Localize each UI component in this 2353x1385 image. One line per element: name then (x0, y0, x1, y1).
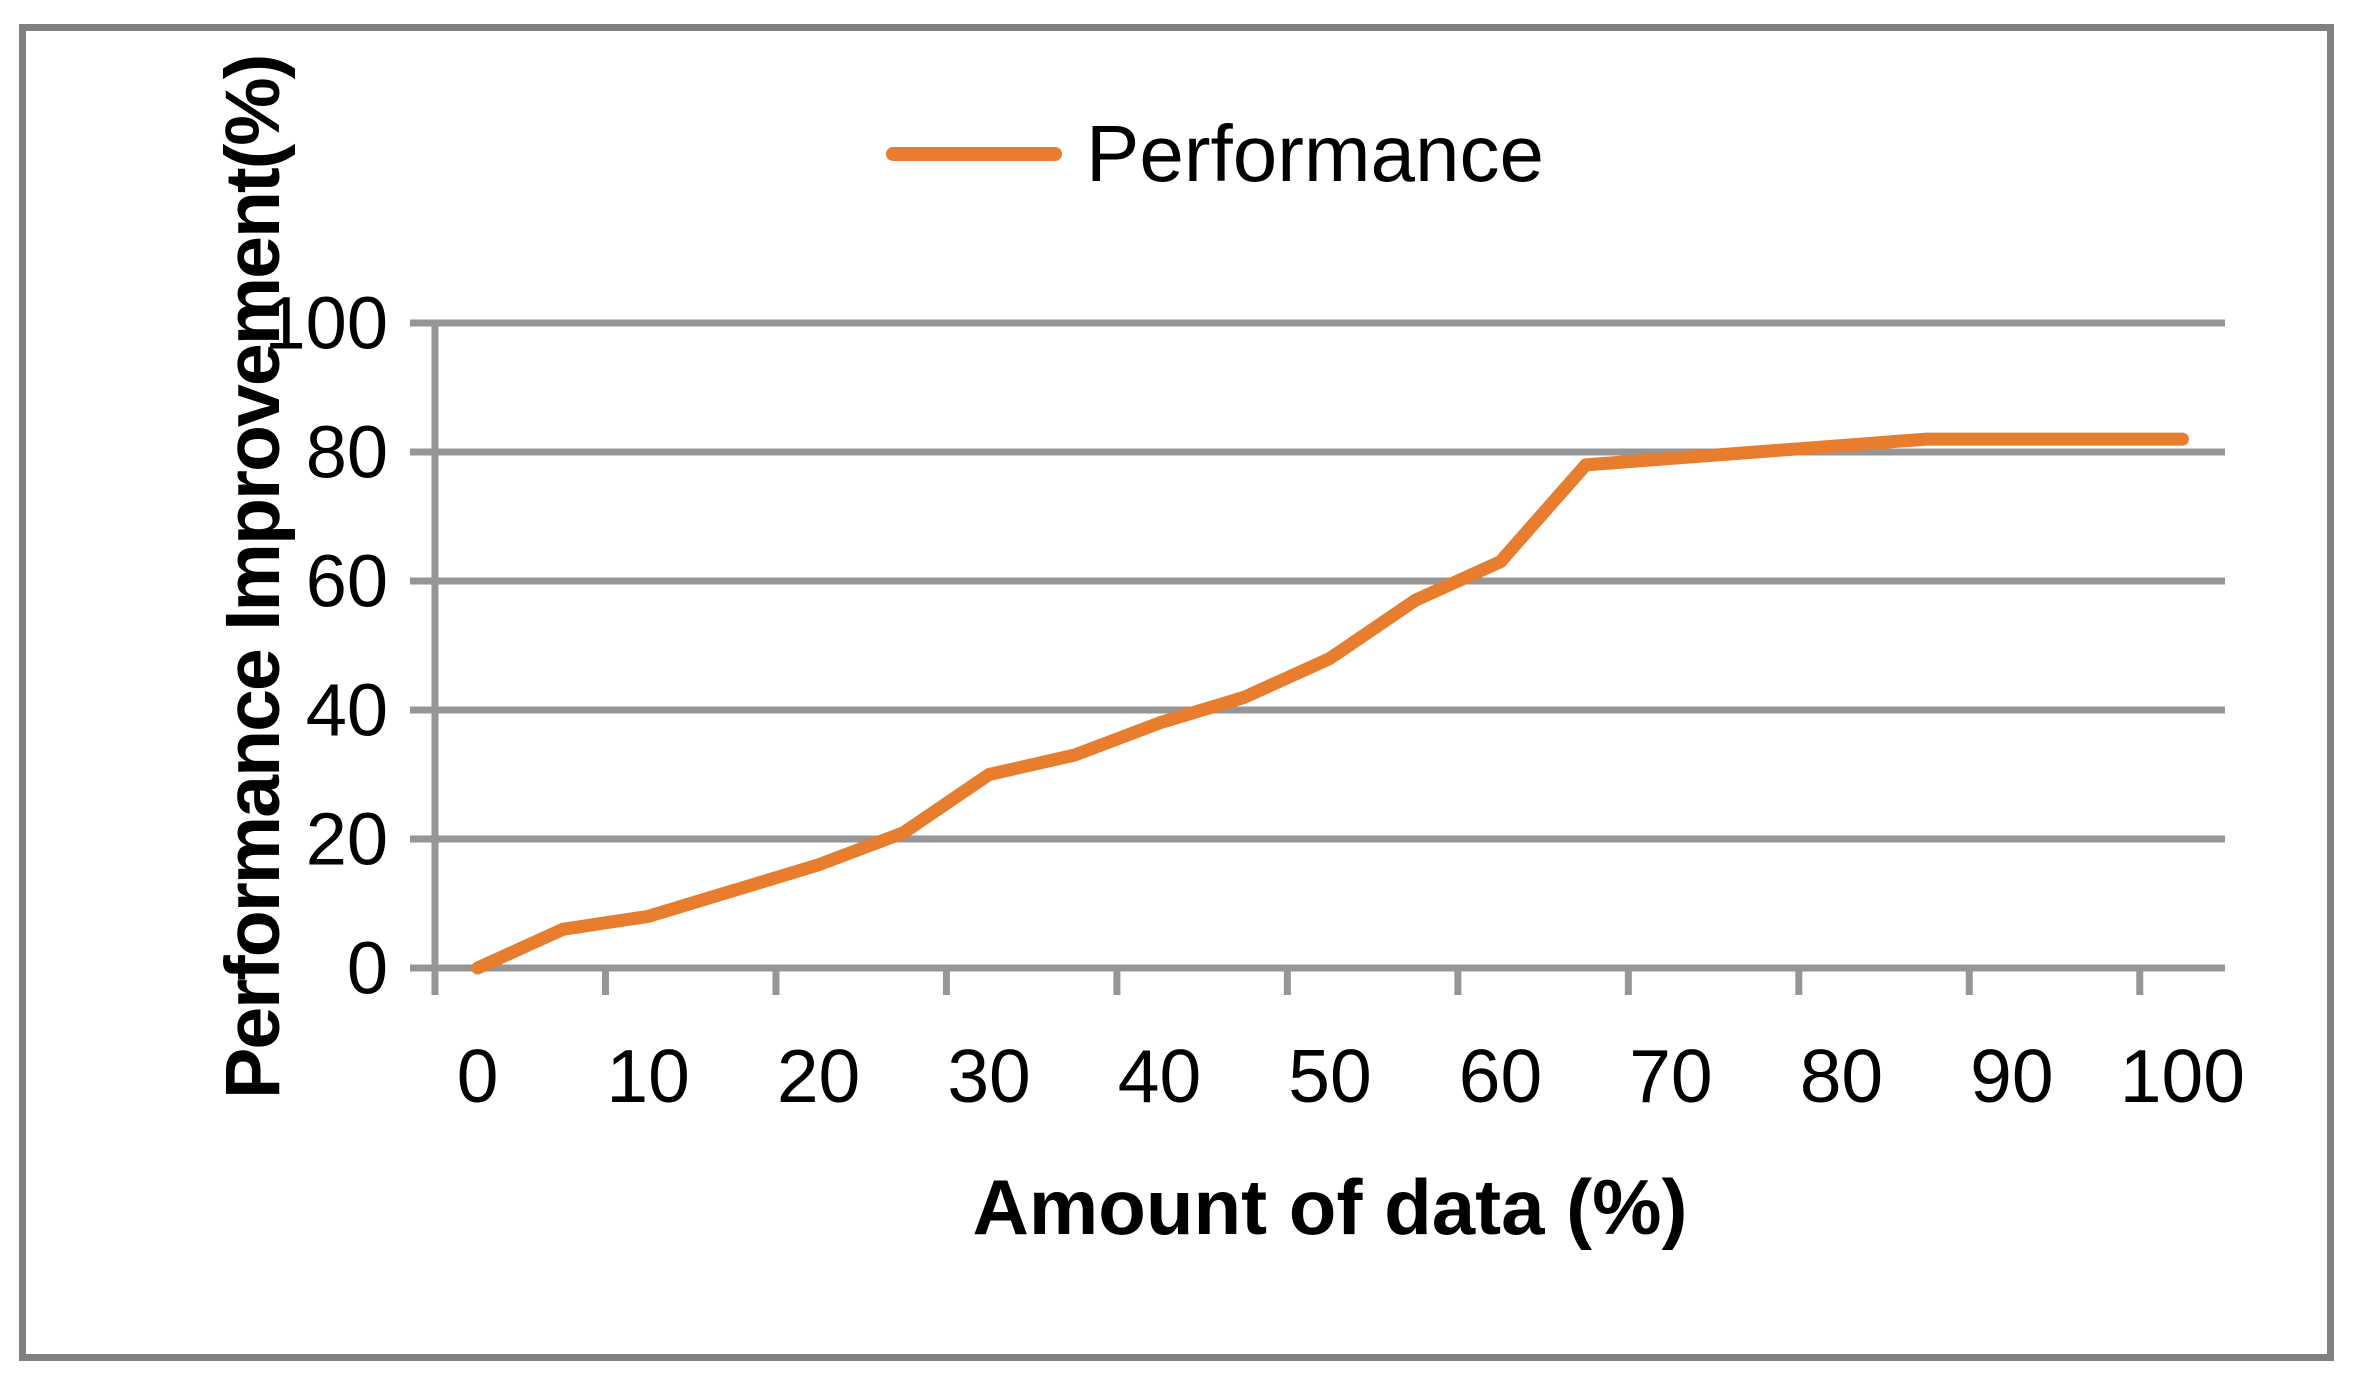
x-axis-title: Amount of data (%) (972, 1163, 1688, 1251)
x-tick-label: 60 (1459, 1034, 1542, 1118)
x-tick-label: 30 (947, 1034, 1030, 1118)
legend: Performance (886, 106, 1544, 202)
x-tick-label: 90 (1970, 1034, 2053, 1118)
legend-label: Performance (1086, 109, 1544, 198)
x-tick-label: 0 (457, 1034, 499, 1118)
y-tick-label: 80 (306, 411, 388, 494)
legend-line-swatch (886, 147, 1062, 161)
x-tick-label: 100 (2120, 1034, 2245, 1118)
y-tick-label: 40 (306, 669, 388, 752)
series-line-performance (471, 432, 2189, 975)
x-tick-label: 80 (1800, 1034, 1883, 1118)
x-tick-label: 10 (606, 1034, 689, 1118)
y-tick-label: 100 (265, 282, 388, 365)
x-tick-label: 50 (1288, 1034, 1371, 1118)
y-tick-label: 60 (306, 540, 388, 623)
x-tick-label: 20 (777, 1034, 860, 1118)
x-tick-label: 70 (1629, 1034, 1712, 1118)
x-tick-label: 40 (1118, 1034, 1201, 1118)
y-tick-label: 0 (347, 927, 388, 1010)
y-tick-label: 20 (306, 798, 388, 881)
